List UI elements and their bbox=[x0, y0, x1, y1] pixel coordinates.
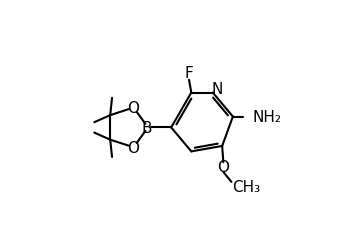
Text: CH₃: CH₃ bbox=[233, 179, 261, 194]
Text: NH₂: NH₂ bbox=[253, 109, 282, 125]
Text: N: N bbox=[211, 82, 222, 96]
Text: O: O bbox=[127, 101, 140, 116]
Text: B: B bbox=[141, 120, 152, 135]
Text: F: F bbox=[185, 66, 193, 81]
Text: O: O bbox=[127, 140, 140, 155]
Text: O: O bbox=[217, 160, 229, 175]
